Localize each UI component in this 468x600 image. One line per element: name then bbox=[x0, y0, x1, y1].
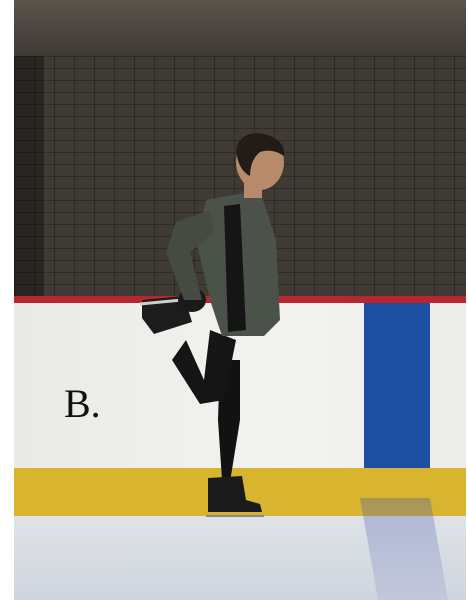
lifted-skate bbox=[142, 296, 192, 334]
bent-leg bbox=[172, 330, 236, 404]
skater-figure bbox=[139, 133, 285, 517]
lifted-skate-blade bbox=[139, 298, 183, 306]
wall-shadow bbox=[14, 56, 44, 300]
ice-surface bbox=[14, 516, 466, 600]
rink-brick-wall bbox=[14, 56, 466, 300]
photo-frame: B. bbox=[14, 0, 466, 600]
hair bbox=[236, 133, 285, 176]
blue-line-stripe bbox=[364, 303, 430, 498]
standing-skate bbox=[208, 476, 262, 512]
arm bbox=[166, 210, 214, 300]
panel-label: B. bbox=[64, 381, 101, 426]
rink-ceiling bbox=[14, 0, 466, 56]
jacket-black-panel bbox=[224, 204, 246, 332]
